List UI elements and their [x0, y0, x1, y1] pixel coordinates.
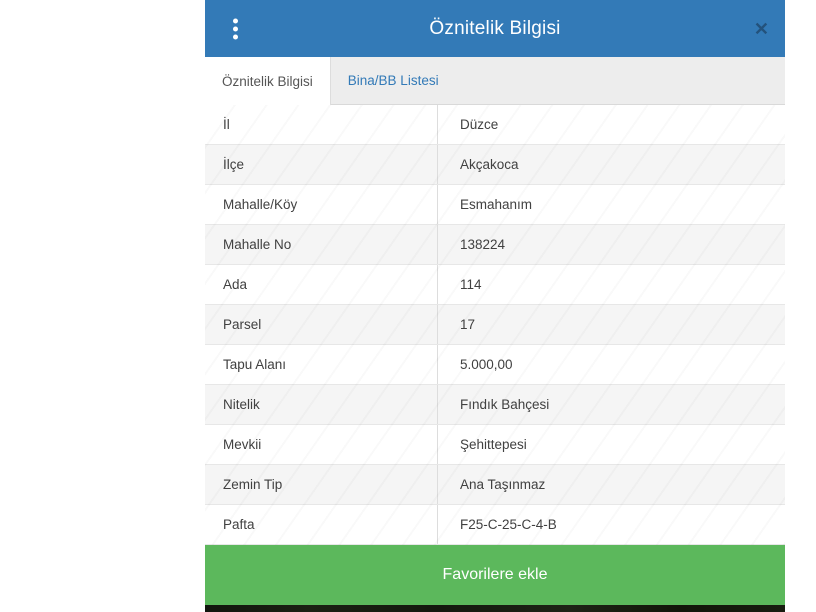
table-row-mevkii: Mevkii Şehittepesi — [205, 425, 785, 465]
row-label: Zemin Tip — [205, 465, 438, 504]
row-label: İlçe — [205, 145, 438, 184]
table-row-ilce: İlçe Akçakoca — [205, 145, 785, 185]
table-row-pafta: Pafta F25-C-25-C-4-B — [205, 505, 785, 545]
row-value: Şehittepesi — [460, 437, 527, 452]
dialog-title: Öznitelik Bilgisi — [429, 17, 561, 39]
row-value: Ana Taşınmaz — [460, 477, 546, 492]
table-row-mahalle-no: Mahalle No 138224 — [205, 225, 785, 265]
row-value: Düzce — [460, 117, 499, 132]
row-label: Tapu Alanı — [205, 345, 438, 384]
map-background-strip — [205, 605, 785, 612]
row-label: Nitelik — [205, 385, 438, 424]
row-label: Pafta — [205, 505, 438, 544]
row-label: Mahalle/Köy — [205, 185, 438, 224]
row-value: 17 — [460, 317, 476, 332]
row-value: 114 — [460, 277, 482, 292]
tab-bar: Öznitelik Bilgisi Bina/BB Listesi — [205, 57, 785, 105]
table-row-mahalle-koy: Mahalle/Köy Esmahanım — [205, 185, 785, 225]
dialog-header: Öznitelik Bilgisi ✕ — [205, 0, 785, 57]
table-row-ada: Ada 114 — [205, 265, 785, 305]
row-value: 138224 — [460, 237, 506, 252]
row-label: Ada — [205, 265, 438, 304]
table-row-il: İl Düzce — [205, 105, 785, 145]
table-row-zemin-tip: Zemin Tip Ana Taşınmaz — [205, 465, 785, 505]
row-value: Esmahanım — [460, 197, 533, 212]
row-value: F25-C-25-C-4-B — [460, 517, 557, 532]
table-row-parsel: Parsel 17 — [205, 305, 785, 345]
row-label: Mevkii — [205, 425, 438, 464]
attribute-table: İl Düzce İlçe Akçakoca Mahalle/Köy Esmah… — [205, 105, 785, 545]
row-label: Mahalle No — [205, 225, 438, 264]
row-value: 5.000,00 — [460, 357, 513, 372]
table-row-nitelik: Nitelik Fındık Bahçesi — [205, 385, 785, 425]
tab-attribute-info[interactable]: Öznitelik Bilgisi — [205, 57, 331, 105]
table-row-tapu-alani: Tapu Alanı 5.000,00 — [205, 345, 785, 385]
row-label: Parsel — [205, 305, 438, 344]
row-label: İl — [205, 105, 438, 144]
kebab-menu-icon[interactable] — [229, 14, 242, 43]
add-to-favorites-button[interactable]: Favorilere ekle — [205, 545, 785, 605]
tab-building-list[interactable]: Bina/BB Listesi — [347, 73, 439, 88]
attribute-info-dialog: Öznitelik Bilgisi ✕ Öznitelik Bilgisi Bi… — [205, 0, 785, 612]
close-icon[interactable]: ✕ — [753, 18, 769, 39]
row-value: Fındık Bahçesi — [460, 397, 550, 412]
row-value: Akçakoca — [460, 157, 519, 172]
